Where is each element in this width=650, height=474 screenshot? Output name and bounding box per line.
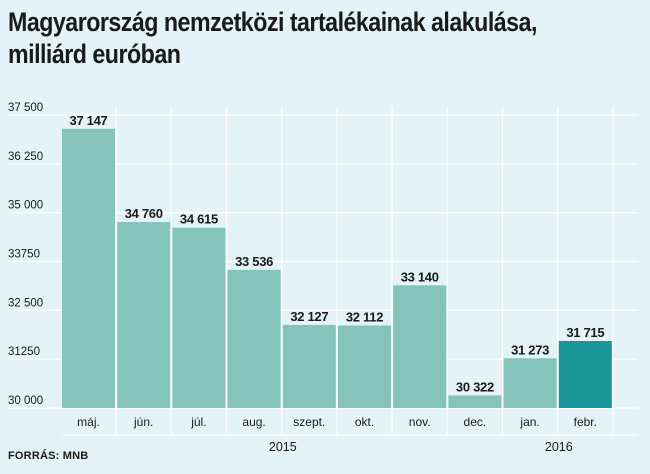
y-tick-label-3: 33750 — [8, 249, 40, 261]
y-tick-label-1: 31250 — [8, 346, 40, 358]
year-label-0: 2015 — [269, 440, 297, 454]
year-label-1: 2016 — [545, 440, 573, 454]
value-label-7: 30 322 — [456, 379, 494, 394]
bar-2 — [172, 227, 226, 408]
value-label-3: 33 536 — [235, 254, 273, 269]
source-note: FORRÁS: MNB — [8, 450, 89, 462]
y-tick-label-4: 35 000 — [8, 200, 43, 212]
chart-title-block: Magyarország nemzetközi tartalékainak al… — [8, 6, 550, 70]
y-tick-label-2: 32 500 — [8, 297, 43, 309]
bar-1 — [117, 222, 171, 408]
chart-subtitle: milliárd euróban — [8, 39, 181, 69]
bar-4 — [282, 324, 336, 408]
bar-9 — [558, 341, 612, 408]
x-tick-label-1: jún. — [133, 415, 153, 429]
value-label-6: 33 140 — [401, 269, 439, 284]
value-label-2: 34 615 — [180, 212, 218, 227]
value-label-5: 32 112 — [346, 309, 383, 324]
bar-5 — [338, 325, 391, 408]
bar-3 — [227, 269, 281, 408]
x-tick-label-3: aug. — [242, 415, 265, 429]
label-layer: 37 147 34 760 34 615 33 536 32 127 32 112 33 1… — [70, 113, 605, 395]
x-tick-label-4: szept. — [293, 415, 325, 429]
value-label-1: 34 760 — [125, 206, 163, 221]
x-tick-label-9: febr. — [574, 415, 597, 429]
value-label-0: 37 147 — [70, 113, 108, 128]
value-label-8: 31 273 — [511, 342, 549, 357]
y-tick-label-6: 37 500 — [8, 102, 43, 114]
bar-8 — [503, 358, 557, 408]
bar-7 — [448, 395, 502, 408]
value-label-9: 31 715 — [566, 325, 604, 340]
x-tick-label-7: dec. — [464, 415, 487, 429]
axis-layer: 30 000 31250 32 500 33750 35 000 36 250 37 500… — [8, 102, 597, 454]
x-tick-label-8: jan. — [519, 415, 539, 429]
bar-0 — [62, 128, 115, 408]
y-tick-label-5: 36 250 — [8, 151, 43, 163]
x-tick-label-2: júl. — [190, 415, 206, 429]
value-label-4: 32 127 — [290, 309, 328, 324]
bar-6 — [393, 285, 447, 408]
chart-title: Magyarország nemzetközi tartalékainak al… — [8, 7, 537, 37]
x-tick-label-6: nov. — [409, 415, 431, 429]
x-tick-label-5: okt. — [355, 415, 374, 429]
y-tick-label-0: 30 000 — [8, 395, 43, 407]
bar-layer — [62, 128, 612, 408]
x-tick-label-0: máj. — [77, 415, 100, 429]
